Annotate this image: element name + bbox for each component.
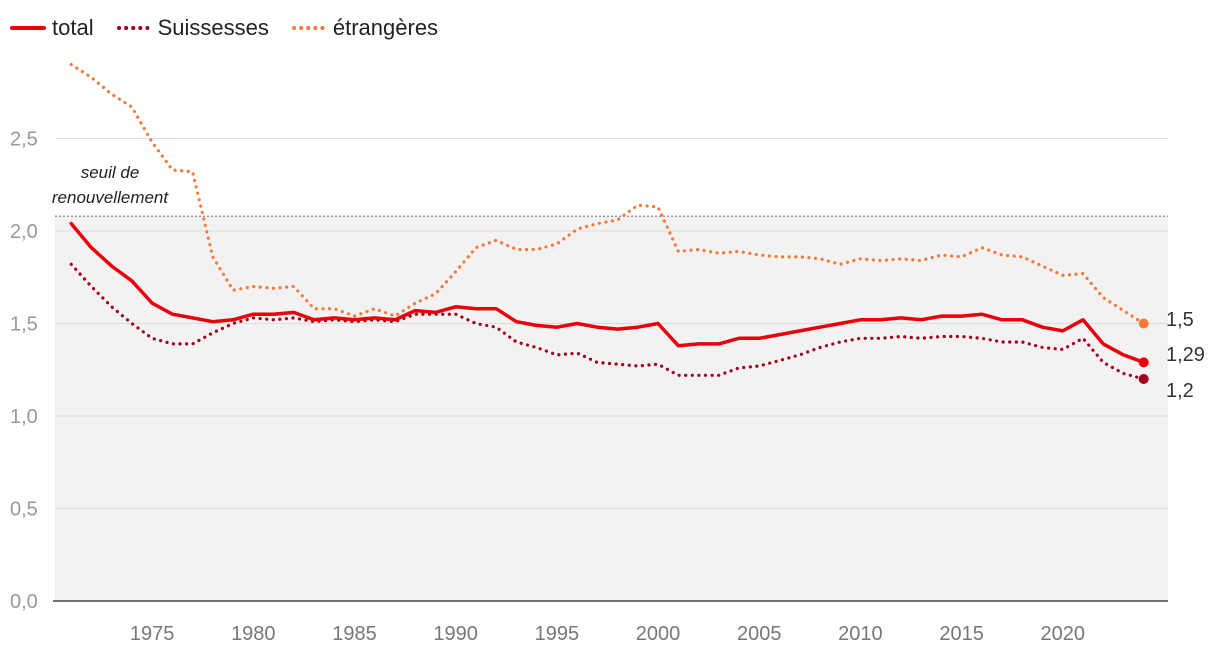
legend-swatch-suissesses: [116, 26, 152, 30]
x-tick-label: 1985: [332, 623, 377, 645]
end-point-étrangères: [1138, 318, 1149, 329]
x-tick-label: 1990: [433, 623, 478, 645]
legend-label-total: total: [52, 15, 94, 40]
y-tick-label: 0,0: [10, 591, 38, 613]
reference-line-label: renouvellement: [52, 188, 170, 207]
series-line-total: [69, 221, 1146, 365]
series-line-suissesses: [69, 262, 1146, 381]
x-tick-label: 2020: [1041, 623, 1086, 645]
y-tick-label: 1,0: [10, 406, 38, 428]
legend-label-etrangeres: étrangères: [332, 15, 439, 40]
end-point-total: [1138, 357, 1149, 368]
x-tick-label: 2000: [636, 623, 681, 645]
x-tick-label: 2005: [737, 623, 782, 645]
legend-item-total: total: [10, 15, 94, 41]
legend-item-etrangeres: étrangères: [291, 15, 438, 41]
x-tick-label: 1975: [130, 623, 175, 645]
legend-swatch-etrangeres: [291, 26, 327, 30]
end-label-étrangères: 1,5: [1166, 309, 1194, 331]
legend-swatch-total: [10, 26, 46, 30]
series-line-étrangères: [69, 62, 1146, 326]
end-point-suissesses: [1138, 374, 1149, 384]
legend-item-suissesses: Suissesses: [116, 15, 269, 41]
reference-line-label: seuil de: [81, 163, 140, 182]
y-tick-label: 2,5: [10, 129, 38, 151]
x-tick-label: 2015: [939, 623, 984, 645]
y-tick-label: 0,5: [10, 499, 38, 521]
end-label-total: 1,29: [1166, 344, 1205, 366]
shaded-area: [55, 216, 1168, 601]
end-label-suissesses: 1,2: [1166, 380, 1194, 402]
y-tick-label: 2,0: [10, 221, 38, 243]
y-tick-label: 1,5: [10, 314, 38, 336]
legend: total Suissesses étrangères: [10, 12, 460, 44]
x-tick-label: 1995: [535, 623, 580, 645]
legend-label-suissesses: Suissesses: [157, 15, 269, 40]
x-tick-label: 2010: [838, 623, 883, 645]
x-tick-label: 1980: [231, 623, 276, 645]
